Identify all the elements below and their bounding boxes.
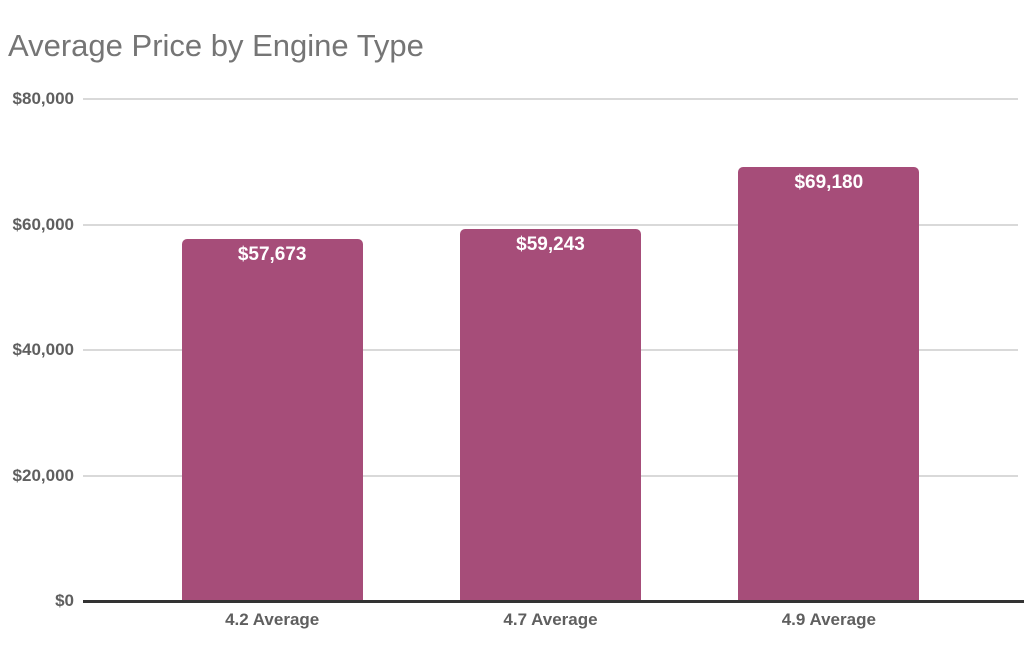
y-tick-label: $40,000 (12, 340, 74, 359)
bar[interactable] (181, 239, 363, 601)
x-category-label: 4.9 Average (781, 610, 876, 629)
chart-title: Average Price by Engine Type (8, 28, 424, 63)
y-tick-label: $80,000 (12, 89, 74, 108)
y-tick-label: $0 (55, 591, 74, 610)
bar[interactable] (460, 229, 641, 601)
bar-value-label: $69,180 (794, 171, 864, 193)
x-category-label: 4.2 Average (225, 610, 320, 629)
gridline (83, 223, 1018, 226)
bar-value-label: $57,673 (237, 244, 307, 266)
gridline (83, 98, 1018, 100)
bar-value-label: $59,243 (516, 234, 585, 256)
y-tick-label: $60,000 (12, 214, 74, 234)
x-axis-baseline (83, 600, 1024, 603)
x-category-label: 4.7 Average (503, 610, 598, 629)
bar[interactable] (738, 166, 920, 601)
y-tick-label: $20,000 (12, 465, 74, 485)
